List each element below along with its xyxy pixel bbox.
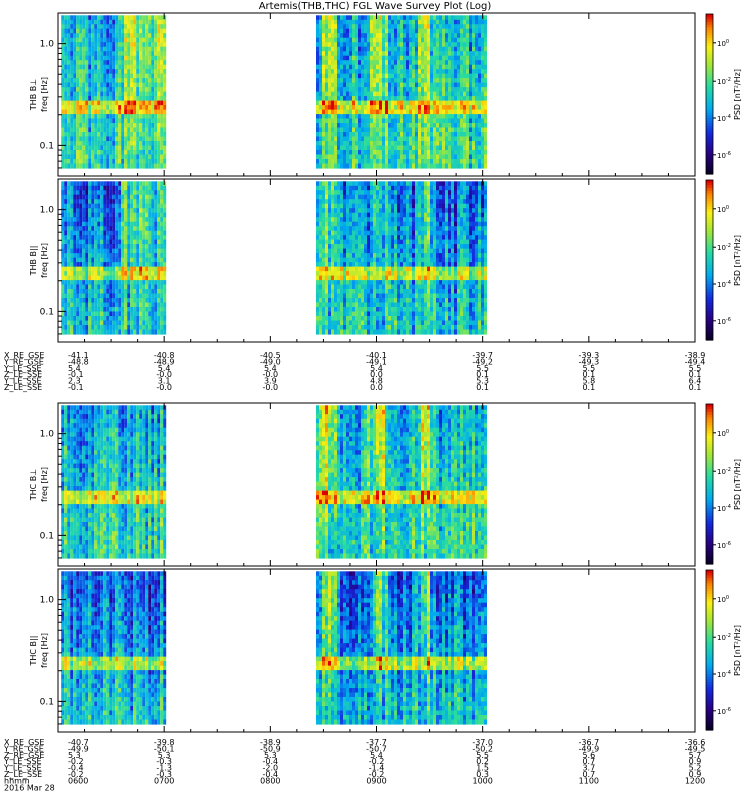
spectrogram-segment	[316, 181, 487, 335]
panel-thc-par: 1.0 0.1 THC B|| freq [Hz] 100 10-2 10-4 10-6 PSD…	[29, 568, 742, 733]
y-axis-label: THB B⊥	[29, 79, 38, 111]
y-axis-label: freq [Hz]	[40, 467, 49, 502]
y-axis-label: freq [Hz]	[40, 77, 49, 112]
colorbar: 100 10-2 10-4 10-6	[705, 403, 731, 565]
colorbar-label: PSD [nT²/Hz]	[733, 625, 742, 676]
panel-thb-perp: 1.0 0.1 THB B⊥ freq [Hz] 100 10-2 10-4 10-6 PSD …	[29, 12, 742, 177]
y-tick-label: 1.0	[40, 40, 55, 50]
colorbar-tick-label: 10-4	[717, 670, 731, 679]
colorbar-tick-label: 10-4	[717, 504, 731, 513]
colorbar-tick-label: 10-6	[717, 151, 731, 160]
colorbar-tick-label: 10-4	[717, 280, 731, 289]
y-tick-label: 1.0	[40, 430, 55, 440]
colorbar-label: PSD [nT²/Hz]	[733, 235, 742, 286]
y-tick-label: 0.1	[40, 531, 54, 541]
chart-title: Artemis(THB,THC) FGL Wave Survey Plot (L…	[258, 1, 492, 12]
colorbar-label: PSD [nT²/Hz]	[733, 69, 742, 120]
colorbar: 100 10-2 10-4 10-6	[705, 179, 731, 341]
y-axis-label: THB B||	[29, 246, 38, 277]
colorbar-tick-label: 10-6	[717, 707, 731, 716]
y-axis-label: THC B⊥	[29, 469, 38, 502]
colorbar-tick-label: 10-6	[717, 317, 731, 326]
y-axis-label: freq [Hz]	[40, 243, 49, 278]
panel-thb-par: 1.0 0.1 THB B|| freq [Hz] 100 10-2 10-4 10-6 PSD…	[29, 178, 742, 343]
spectrogram-segment	[316, 571, 487, 725]
spectrogram-segment	[61, 181, 167, 335]
colorbar-tick-label: 10-2	[717, 243, 731, 252]
y-tick-label: 1.0	[40, 206, 55, 216]
colorbar-tick-label: 10-2	[717, 467, 731, 476]
spectrogram-segment	[316, 15, 487, 169]
colorbar-tick-label: 10-2	[717, 633, 731, 642]
colorbar-tick-label: 10-4	[717, 114, 731, 123]
y-tick-label: 0.1	[40, 307, 54, 317]
colorbar: 100 10-2 10-4 10-6	[705, 569, 731, 731]
spectrogram-segment	[61, 405, 167, 559]
colorbar: 100 10-2 10-4 10-6	[705, 13, 731, 175]
colorbar-tick-label: 10-2	[717, 77, 731, 86]
y-tick-label: 1.0	[40, 596, 55, 606]
colorbar-tick-label: 100	[717, 429, 729, 438]
colorbar-tick-label: 100	[717, 595, 729, 604]
y-tick-label: 0.1	[40, 697, 54, 707]
colorbar-label: PSD [nT²/Hz]	[733, 459, 742, 510]
colorbar-tick-label: 100	[717, 39, 729, 48]
spectrogram-segment	[316, 405, 487, 559]
spectrogram-segment	[61, 15, 167, 169]
y-axis-label: THC B||	[29, 636, 38, 667]
colorbar-tick-label: 10-6	[717, 541, 731, 550]
y-axis-label: freq [Hz]	[40, 633, 49, 668]
y-tick-label: 0.1	[40, 141, 54, 151]
panel-thc-perp: 1.0 0.1 THC B⊥ freq [Hz] 100 10-2 10-4 10-6 PSD …	[29, 402, 742, 567]
spectrogram-segment	[61, 571, 167, 725]
colorbar-tick-label: 100	[717, 205, 729, 214]
